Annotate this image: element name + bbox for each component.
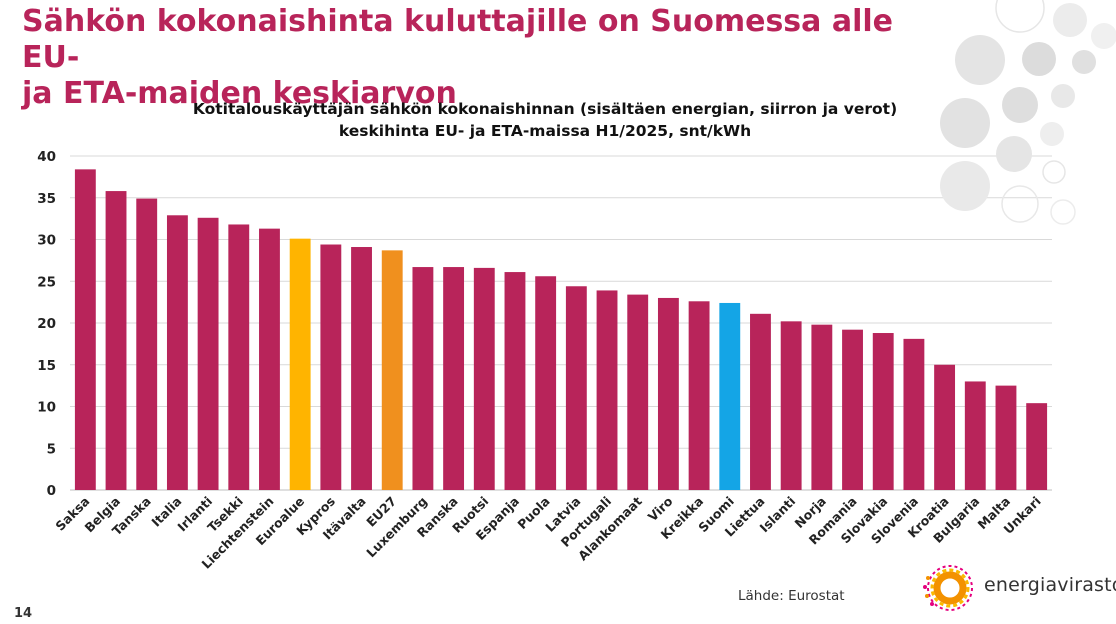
- sun-logo-icon: [923, 565, 973, 611]
- bar: [565, 286, 587, 490]
- y-tick-label: 40: [37, 149, 56, 165]
- bar: [842, 329, 863, 490]
- bar: [443, 267, 465, 490]
- bar: [934, 364, 956, 490]
- slide-title-line-1: Sähkön kokonaishinta kuluttajille on Suo…: [22, 4, 893, 75]
- bar: [903, 338, 925, 490]
- bar: [1026, 403, 1048, 490]
- y-tick-label: 15: [37, 358, 56, 374]
- slide-title: Sähkön kokonaishinta kuluttajille on Suo…: [22, 4, 952, 112]
- bar: [995, 385, 1017, 490]
- decorative-circles-graphic: [940, 0, 1116, 225]
- bar: [627, 294, 649, 490]
- bar: [535, 276, 557, 490]
- chart-title-line-2: keskihinta EU- ja ETA-maissa H1/2025, sn…: [338, 122, 752, 140]
- y-tick-label: 20: [37, 316, 56, 332]
- bar: [381, 250, 403, 490]
- bar: [259, 228, 280, 490]
- bar: [320, 244, 342, 490]
- bar: [105, 191, 127, 490]
- bar: [750, 313, 771, 490]
- y-tick-label: 30: [37, 233, 56, 249]
- y-tick-label: 10: [37, 400, 56, 416]
- bar: [412, 267, 434, 490]
- bar: [289, 238, 311, 490]
- bar: [872, 333, 894, 490]
- bar: [473, 267, 495, 490]
- bar: [657, 297, 679, 490]
- bar: [166, 215, 188, 490]
- bar: [964, 381, 986, 490]
- bar: [811, 324, 833, 490]
- chart-title: Kotitalouskäyttäjän sähkön kokonaishinna…: [120, 98, 970, 142]
- bar: [719, 302, 741, 490]
- slide-title-line-2: ja ETA-maiden keskiarvon: [22, 76, 457, 111]
- bar: [504, 272, 526, 490]
- y-tick-label: 25: [37, 274, 56, 290]
- chart-title-line-1: Kotitalouskäyttäjän sähkön kokonaishinna…: [192, 100, 898, 118]
- bar: [197, 217, 219, 491]
- bar: [228, 224, 250, 490]
- logo-text: energiavirasto: [984, 574, 1116, 596]
- bar: [780, 321, 802, 490]
- bar: [136, 198, 158, 490]
- page-number: 14: [14, 606, 33, 621]
- source-note: Lähde: Eurostat: [738, 588, 845, 604]
- bar: [351, 247, 372, 490]
- energiavirasto-logo: energiavirasto: [918, 560, 1116, 616]
- bar: [688, 301, 710, 490]
- y-tick-label: 35: [37, 191, 56, 207]
- y-tick-label: 0: [47, 483, 56, 499]
- y-tick-label: 5: [47, 441, 56, 457]
- bar: [596, 290, 618, 490]
- bar: [74, 169, 96, 491]
